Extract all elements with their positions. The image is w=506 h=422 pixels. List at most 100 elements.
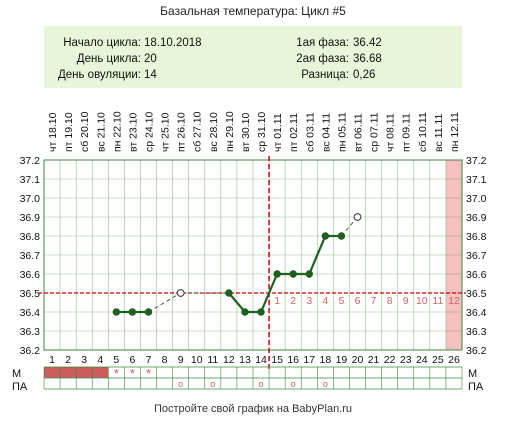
info-value: 14: [144, 69, 157, 81]
y-tick-label: 36.9: [466, 212, 487, 224]
y-tick-label: 37.1: [20, 174, 41, 186]
day-number: 9: [178, 354, 184, 366]
day-number: 6: [130, 354, 136, 366]
temperature-point: [144, 308, 153, 316]
luteal-day-number: 6: [355, 295, 361, 307]
y-tick-label: 36.8: [20, 231, 41, 243]
luteal-day-number: 3: [306, 295, 312, 307]
luteal-day-number: 9: [403, 295, 409, 307]
day-number: 10: [191, 354, 203, 366]
spotting-mark: *: [130, 366, 135, 381]
luteal-day-number: 8: [387, 295, 393, 307]
luteal-day-number: 2: [290, 295, 296, 307]
date-label: вт 23.10: [127, 112, 139, 152]
date-label: вс 11.11: [433, 113, 445, 152]
date-label: чт 08.11: [385, 113, 397, 152]
day-number: 22: [384, 354, 396, 366]
y-tick-label: 36.3: [466, 326, 487, 338]
y-tick-label: 36.6: [20, 269, 41, 281]
y-tick-label: 36.5: [20, 288, 41, 300]
temperature-point: [128, 308, 137, 316]
date-label: вт 06.11: [353, 113, 365, 152]
row-label-menstruation: М: [468, 368, 477, 380]
y-tick-label: 37.1: [466, 174, 487, 186]
date-label: пн 29.10: [224, 111, 236, 152]
spotting-mark: *: [114, 366, 119, 381]
temperature-point: [289, 270, 297, 278]
y-tick-label: 36.3: [20, 326, 41, 338]
date-label: пн 22.10: [111, 111, 123, 152]
day-number: 7: [146, 354, 152, 366]
day-number: 20: [352, 354, 364, 366]
luteal-day-number: 5: [339, 295, 345, 307]
temperature-point: [176, 289, 185, 297]
temperature-point: [273, 270, 281, 278]
row-label-intercourse: ПА: [12, 381, 28, 393]
temperature-line: [308, 235, 327, 275]
y-tick-label: 36.2: [20, 345, 41, 357]
plot-border: [43, 159, 463, 351]
date-label: вс 04.11: [320, 113, 332, 152]
date-label: ср 31.10: [256, 112, 268, 152]
info-box-background: [44, 26, 462, 88]
info-label: Начало цикла:: [63, 37, 141, 49]
temperature-point: [321, 232, 330, 240]
info-value: 36.68: [353, 53, 382, 65]
y-tick-label: 36.5: [466, 288, 487, 300]
day-number: 17: [303, 354, 315, 366]
info-label: 2ая фаза:: [296, 53, 349, 65]
row-label-menstruation: М: [12, 368, 21, 380]
date-label: ср 07.11: [369, 112, 381, 152]
date-label: пт 19.10: [63, 112, 75, 152]
temperature-point: [337, 232, 346, 240]
day-number: 5: [113, 354, 119, 366]
info-value: 36.42: [353, 37, 382, 49]
y-tick-label: 36.2: [466, 345, 487, 357]
y-tick-label: 36.7: [20, 250, 41, 262]
y-tick-label: 36.7: [466, 250, 487, 262]
y-tick-label: 36.6: [466, 269, 487, 281]
info-label: Разница:: [301, 69, 349, 81]
y-tick-label: 37.0: [466, 193, 487, 205]
date-label: сб 27.10: [192, 111, 204, 152]
day-number: 25: [432, 354, 444, 366]
day-number: 15: [271, 354, 283, 366]
intercourse-mark: o: [259, 379, 264, 389]
info-label: День цикла:: [77, 53, 141, 65]
temperature-line: [228, 292, 246, 313]
date-label: пт 26.10: [176, 112, 188, 152]
day-number: 13: [239, 354, 251, 366]
chart-title: Базальная температура: Цикл #5: [160, 4, 346, 18]
day-number: 24: [416, 354, 428, 366]
date-label: ср 24.10: [144, 112, 156, 152]
day-number: 16: [287, 354, 299, 366]
temperature-point: [305, 270, 313, 278]
luteal-day-number: 1: [274, 295, 280, 307]
day-number: 19: [336, 354, 348, 366]
y-tick-label: 36.8: [466, 231, 487, 243]
y-tick-label: 37.0: [20, 193, 41, 205]
date-label: сб 20.10: [79, 111, 91, 152]
temperature-gap-line: [148, 292, 181, 313]
date-label: чт 25.10: [160, 112, 172, 152]
y-tick-label: 37.2: [20, 155, 41, 167]
date-label: пн 05.11: [336, 112, 348, 152]
y-tick-label: 37.2: [466, 155, 487, 167]
day-number: 8: [162, 354, 168, 366]
y-tick-label: 36.4: [466, 307, 487, 319]
footer-link[interactable]: Постройте свой график на BabyPlan.ru: [154, 403, 352, 415]
date-label: пт 09.11: [401, 113, 413, 152]
spotting-mark: *: [146, 366, 151, 381]
day-number: 23: [400, 354, 412, 366]
temperature-point: [225, 289, 233, 297]
luteal-day-number: 10: [416, 295, 428, 307]
luteal-day-number: 12: [448, 295, 460, 307]
date-label: вс 21.10: [95, 112, 107, 152]
menstruation-cell: [44, 367, 61, 378]
luteal-day-number: 4: [322, 295, 328, 307]
info-value: 18.10.2018: [144, 37, 202, 49]
plot-area: 36.2 36.2 36.3 36.3 36.4 36.4 36.5 36.5 36.6 36.6…: [20, 155, 487, 370]
info-value: 20: [144, 53, 157, 65]
